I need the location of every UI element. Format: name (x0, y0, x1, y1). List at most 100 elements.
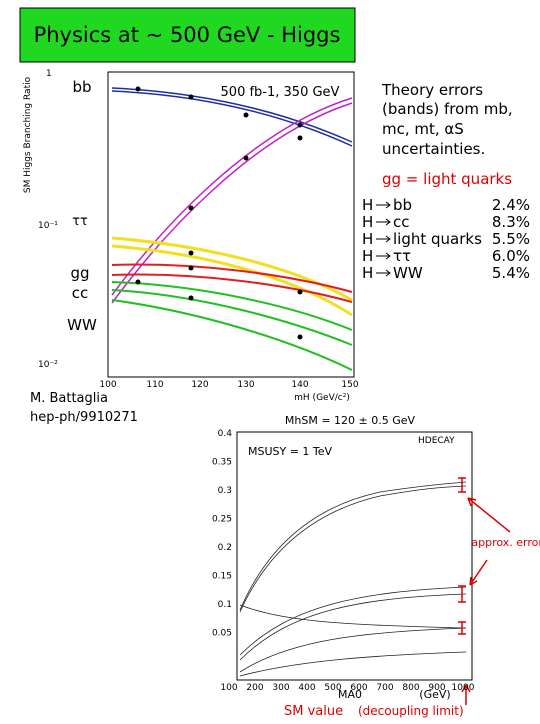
data-point (188, 250, 194, 256)
x-tick-label: 900 (428, 683, 445, 693)
shape (111, 87, 353, 371)
decay-channel: ττ (393, 247, 411, 265)
curve-tautau (111, 236, 353, 317)
x-tick-label: 500 (324, 683, 341, 693)
curve (239, 627, 467, 673)
program-label: HDECAY (418, 436, 455, 446)
x-label: MA0 (338, 688, 362, 701)
decay-arrow (376, 269, 391, 277)
curve-gg (111, 263, 353, 303)
y-tick-label: 0.15 (212, 572, 232, 582)
sm-note: (decoupling limit) (358, 704, 464, 718)
y-tick-label: 10⁻¹ (38, 221, 58, 231)
plot-frame (236, 431, 473, 681)
x-tick-label: 130 (237, 380, 254, 390)
x-tick-label: 150 (341, 380, 358, 390)
arrow-note: approx. errors (471, 536, 540, 549)
channel-label: ττ (72, 214, 88, 229)
gg-note: gg = light quarks (382, 170, 512, 188)
upper-plot: SM Higgs Branching Ratio ττ gg cc WW bb … (23, 69, 359, 403)
note-line: mc, mt, αS (382, 120, 464, 138)
decay-channel: WW (393, 264, 423, 282)
data-point (188, 94, 194, 100)
shape: 0.4 0.35 0.3 0.25 0.2 0.15 0.1 0.05 100 200 300 400… (212, 429, 475, 693)
x-tick-label: 120 (191, 380, 208, 390)
shape (239, 481, 467, 677)
decay-error: 5.4% (492, 264, 530, 282)
susy-label: MSUSY = 1 TeV (248, 445, 333, 458)
data-point (297, 334, 303, 340)
decay-parent: H (362, 213, 373, 231)
decay-parent: H (362, 230, 373, 248)
arrow (469, 559, 488, 586)
decay-parent: H (362, 264, 373, 282)
x-tick-label: 1000 (452, 683, 475, 693)
notes: Theory errors (bands) from mb, mc, mt, α… (381, 81, 513, 188)
channel-label: gg (70, 264, 89, 282)
curve-bb (111, 87, 353, 147)
curve-ww (111, 97, 353, 304)
decay-error: 6.0% (492, 247, 530, 265)
note-line: uncertainties. (382, 140, 485, 158)
decay-parent: H (362, 247, 373, 265)
decay-arrow (376, 201, 391, 209)
data-point (188, 265, 194, 271)
channel-label: WW (67, 316, 97, 334)
sm-value: SM value (284, 704, 343, 719)
reference: hep-ph/9910271 (30, 410, 138, 425)
title: Physics at ~ 500 GeV - Higgs (34, 23, 341, 47)
decay-arrow (376, 235, 391, 243)
x-unit: (GeV) (419, 688, 450, 701)
y-tick-label: 10⁻² (38, 360, 58, 370)
data-point (297, 135, 303, 141)
x-tick-label: 100 (99, 380, 116, 390)
x-tick-label: 110 (146, 380, 163, 390)
error-bar (458, 477, 466, 493)
data-point (297, 289, 303, 295)
decay-channel: cc (393, 213, 410, 231)
x-tick-label: 400 (298, 683, 315, 693)
lower-plot: MhSM = 120 ± 0.5 GeV HDECAY MSUSY = 1 Te… (212, 414, 540, 719)
decay-parent: H (362, 196, 373, 214)
arrow (461, 684, 471, 705)
curve (239, 604, 467, 629)
y-tick-label: 0.35 (212, 458, 232, 468)
curve (239, 586, 467, 656)
title-box (19, 7, 356, 63)
run-label: 500 fb-1, 350 GeV (221, 85, 340, 100)
x-tick-label: 100 (220, 683, 237, 693)
shape (135, 86, 303, 340)
data-point (135, 279, 141, 285)
channel-label: cc (72, 284, 89, 302)
decay-arrow (376, 218, 391, 226)
channel-label: bb (72, 78, 91, 96)
data-point (243, 155, 249, 161)
x-tick-label: 140 (291, 380, 308, 390)
decay-arrow (376, 252, 391, 260)
y-tick-label: 0.1 (218, 600, 232, 610)
data-point (135, 86, 141, 92)
shape: 100 110 120 130 140 150 (99, 380, 358, 390)
decay-error: 8.3% (492, 213, 530, 231)
y-tick-label: 0.2 (218, 543, 232, 553)
curve (239, 593, 467, 661)
y-tick-label: 0.4 (218, 429, 233, 439)
y-tick-label: 0.3 (218, 486, 232, 496)
curve-cc (111, 281, 353, 371)
note-line: (bands) from mb, (382, 100, 513, 118)
curve (239, 651, 467, 677)
x-tick-label: 700 (376, 683, 393, 693)
mass-label: MhSM = 120 ± 0.5 GeV (285, 414, 416, 427)
decay-channel: light quarks (393, 230, 482, 248)
y-tick-label: 0.05 (212, 629, 232, 639)
author: M. Battaglia (30, 391, 108, 406)
x-tick-label: 600 (350, 683, 367, 693)
decay-error: 5.5% (492, 230, 530, 248)
y-label: SM Higgs Branching Ratio (23, 76, 33, 193)
data-point (243, 112, 249, 118)
x-label: mH (GeV/c²) (294, 393, 350, 403)
error-bar (458, 585, 466, 603)
